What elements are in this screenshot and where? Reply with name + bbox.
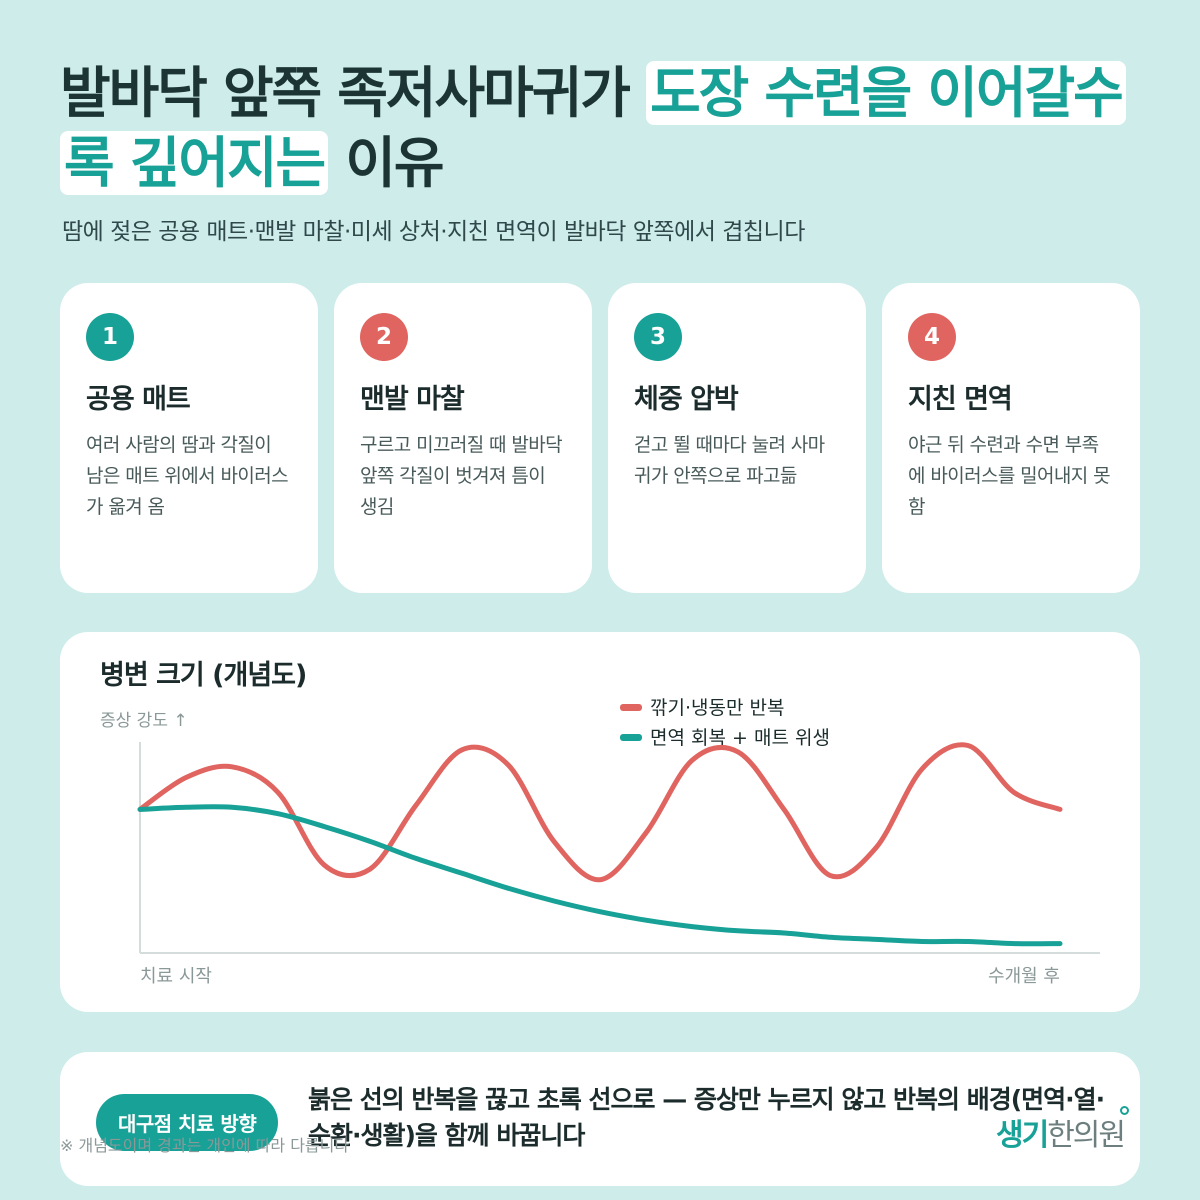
legend-swatch-1: [620, 704, 642, 711]
logo-dot-icon: [1120, 1106, 1129, 1115]
legend-swatch-2: [620, 734, 642, 741]
card-title: 공용 매트: [86, 384, 191, 415]
treatment-badge: 대구점 치료 방향: [96, 1094, 279, 1151]
line-chart: 병변 크기 (개념도) 증상 강도 ↑ 치료 시작 수개월 후 깎기·냉동만 반…: [100, 660, 1100, 987]
treatment-direction-card: 대구점 치료 방향 붉은 선의 반복을 끊고 초록 선으로 — 증상만 누르지 …: [60, 1052, 1140, 1186]
card-title: 지친 면역: [908, 384, 1013, 415]
chart-title: 병변 크기 (개념도): [100, 660, 306, 691]
card-description: 여러 사람의 땀과 각질이 남은 매트 위에서 바이러스가 옮겨 옴: [86, 434, 289, 518]
series-layer: [137, 742, 1063, 947]
card-number-badge: 4: [908, 313, 956, 361]
series-line-1: [137, 742, 1063, 883]
clinic-logo: 생기한의원: [996, 1110, 1126, 1154]
cause-card-1: 1 공용 매트 여러 사람의 땀과 각질이 남은 매트 위에서 바이러스가 옮겨…: [60, 283, 318, 593]
treatment-summary: 붉은 선의 반복을 끊고 초록 선으로 — 증상만 누르지 않고 반복의 배경(…: [308, 1085, 1105, 1150]
cause-card-2: 2 맨발 마찰 구르고 미끄러질 때 발바닥 앞쪽 각질이 벗겨져 틈이 생김: [334, 283, 592, 593]
chart-card: 병변 크기 (개념도) 증상 강도 ↑ 치료 시작 수개월 후 깎기·냉동만 반…: [60, 632, 1140, 1012]
x-axis-start-label: 치료 시작: [140, 966, 212, 987]
title-part2: 이유: [345, 131, 444, 195]
title-highlight1: 도장 수련을 이어갈수: [646, 61, 1126, 125]
title-part1: 발바닥 앞쪽 족저사마귀가: [60, 61, 631, 125]
cause-card-3: 3 체중 압박 걷고 뛸 때마다 눌려 사마귀가 안쪽으로 파고듦: [608, 283, 866, 593]
cause-card-4: 4 지친 면역 야근 뒤 수련과 수면 부족에 바이러스를 밀어내지 못함: [882, 283, 1140, 593]
page-title: 발바닥 앞쪽 족저사마귀가 도장 수련을 이어갈수 록 깊어지는 이유: [60, 58, 1150, 198]
title-highlight2: 록 깊어지는: [60, 131, 329, 195]
logo-part1: 생기: [996, 1118, 1049, 1153]
card-title: 체중 압박: [634, 384, 739, 415]
card-number-badge: 1: [86, 313, 134, 361]
card-title: 맨발 마찰: [360, 384, 465, 415]
y-axis-label: 증상 강도 ↑: [100, 711, 188, 731]
disclaimer-note: ※ 개념도이며 경과는 개인에 따라 다릅니다: [60, 1136, 350, 1155]
card-description: 구르고 미끄러질 때 발바닥 앞쪽 각질이 벗겨져 틈이 생김: [360, 434, 563, 518]
legend-label-1: 깎기·냉동만 반복: [650, 697, 784, 719]
page-subtitle: 땀에 젖은 공용 매트·맨발 마찰·미세 상처·지친 면역이 발바닥 앞쪽에서 …: [62, 219, 805, 245]
legend-label-2: 면역 회복 + 매트 위생: [650, 727, 830, 749]
series-line-2: [137, 804, 1063, 947]
card-description: 걷고 뛸 때마다 눌려 사마귀가 안쪽으로 파고듦: [634, 434, 825, 487]
card-number-badge: 3: [634, 313, 682, 361]
x-axis-end-label: 수개월 후: [988, 966, 1060, 987]
cause-cards: 1 공용 매트 여러 사람의 땀과 각질이 남은 매트 위에서 바이러스가 옮겨…: [60, 283, 1140, 593]
logo-part2: 한의원: [1047, 1118, 1126, 1153]
card-number-badge: 2: [360, 313, 408, 361]
card-description: 야근 뒤 수련과 수면 부족에 바이러스를 밀어내지 못함: [908, 434, 1111, 518]
